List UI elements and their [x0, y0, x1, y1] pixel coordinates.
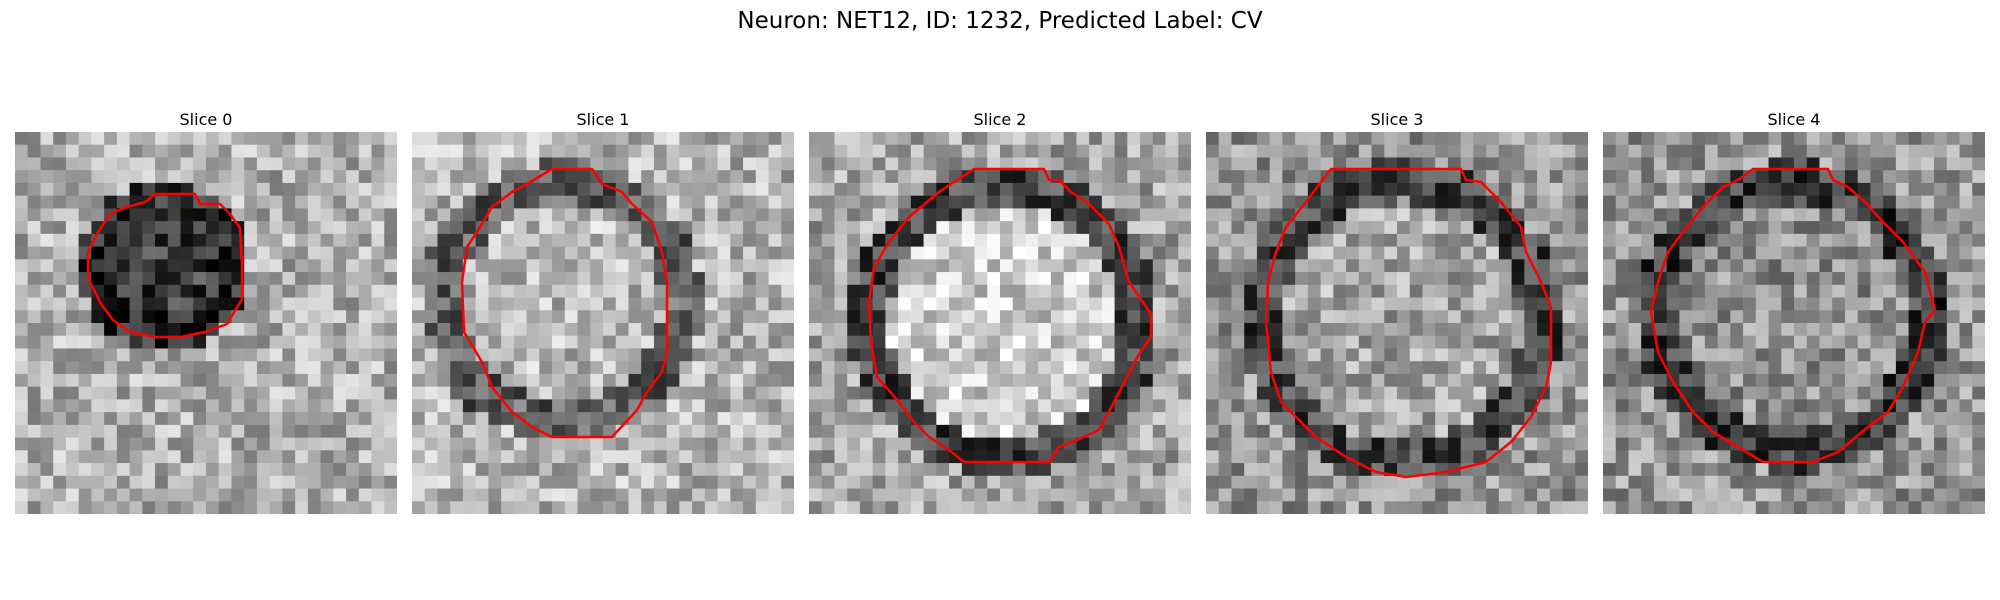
contour-outline: [86, 192, 244, 339]
slice-image: [412, 132, 794, 514]
slice-panel-2: Slice 2: [809, 108, 1191, 514]
slice-image: [1206, 132, 1588, 514]
slice-panel-1: Slice 1: [412, 108, 794, 514]
figure-title: Neuron: NET12, ID: 1232, Predicted Label…: [737, 8, 1263, 34]
contour-outline: [1264, 167, 1553, 479]
slice-panel-0: Slice 0: [15, 108, 397, 514]
contour-outline: [1649, 167, 1937, 464]
contour-outline: [867, 167, 1153, 464]
slice-image: [1603, 132, 1985, 514]
slice-image: [15, 132, 397, 514]
slice-title: Slice 4: [1767, 110, 1821, 129]
slice-title: Slice 0: [179, 110, 233, 129]
slice-title: Slice 1: [576, 110, 630, 129]
slice-title: Slice 2: [973, 110, 1027, 129]
slice-image: [809, 132, 1191, 514]
slice-panel-3: Slice 3: [1206, 108, 1588, 514]
slice-title: Slice 3: [1370, 110, 1424, 129]
contour-outline: [460, 167, 669, 439]
slice-panel-4: Slice 4: [1603, 108, 1985, 514]
